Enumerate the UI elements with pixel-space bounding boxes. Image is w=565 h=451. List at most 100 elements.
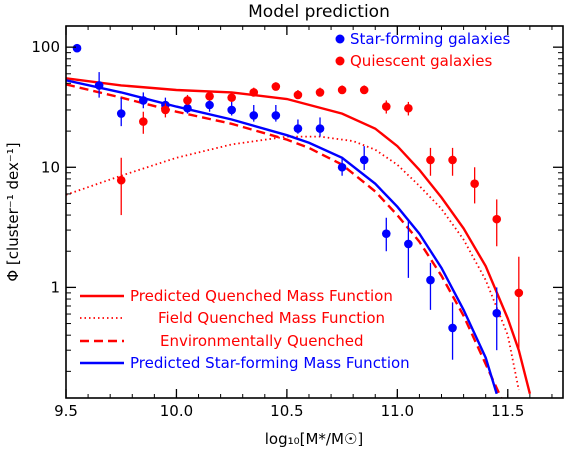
star-forming-galaxies-marker — [359, 155, 369, 165]
star-forming-galaxies-point — [337, 157, 347, 176]
plot-frame — [65, 25, 564, 399]
quiescent-galaxies-marker — [337, 85, 347, 95]
star-forming-galaxies-point — [315, 117, 325, 137]
x-tick-label: 11.5 — [491, 402, 524, 420]
quiescent-galaxies-marker — [183, 96, 192, 105]
quiescent-galaxies-marker — [293, 90, 303, 100]
star-forming-galaxies-point — [293, 119, 303, 134]
quiescent-galaxies-point — [315, 87, 325, 97]
legend-label: Environmentally Quenched — [160, 332, 364, 350]
quiescent-galaxies-point — [293, 89, 303, 100]
star-forming-galaxies-marker — [315, 124, 325, 133]
star-forming-galaxies-marker — [337, 162, 347, 172]
curve-field-quenched-mass-function — [66, 135, 520, 391]
star-forming-galaxies-point — [448, 302, 457, 360]
quiescent-galaxies-point — [359, 85, 369, 95]
quiescent-galaxies-marker — [271, 82, 281, 91]
star-forming-galaxies-point — [94, 72, 104, 98]
x-tick-label: 10.0 — [160, 402, 193, 420]
star-forming-galaxies-point — [404, 220, 413, 278]
star-forming-galaxies-marker — [116, 109, 126, 118]
x-axis-label: log₁₀[M*/M☉] — [265, 430, 363, 448]
star-forming-galaxies-marker — [205, 100, 214, 110]
star-forming-galaxies-marker — [72, 43, 82, 53]
legend-points: Star-forming galaxies Quiescent galaxies — [335, 30, 510, 70]
star-forming-galaxies-marker — [183, 103, 192, 113]
quiescent-galaxies-marker — [116, 175, 126, 185]
star-forming-galaxies-point — [72, 43, 82, 53]
quiescent-galaxies-marker — [381, 102, 391, 111]
quiescent-galaxies-point — [139, 111, 148, 134]
quiescent-galaxies-marker — [514, 288, 524, 298]
quiescent-galaxies-point — [227, 92, 236, 102]
quiescent-galaxies-point — [271, 82, 281, 91]
star-forming-galaxies-marker — [448, 323, 457, 333]
quiescent-galaxies-point — [381, 100, 391, 114]
legend-label: Field Quenched Mass Function — [158, 309, 385, 327]
star-forming-galaxies-marker — [381, 229, 391, 238]
star-forming-galaxies-point — [271, 104, 281, 122]
quiescent-galaxies-marker — [404, 103, 413, 113]
quiescent-galaxies-marker — [470, 179, 479, 188]
quiescent-galaxies-marker — [359, 85, 369, 95]
legend-label: Star-forming galaxies — [350, 30, 510, 48]
legend-marker — [335, 56, 345, 66]
star-forming-galaxies-point — [116, 97, 126, 127]
legend-label: Predicted Quenched Mass Function — [130, 287, 393, 305]
quiescent-galaxies-marker — [492, 214, 502, 224]
quiescent-galaxies-point — [470, 167, 479, 204]
star-forming-galaxies-marker — [249, 111, 259, 120]
quiescent-galaxies-marker — [448, 155, 457, 165]
x-tick-label: 11.0 — [381, 402, 414, 420]
legend-marker — [335, 34, 345, 44]
quiescent-galaxies-point — [514, 256, 524, 351]
quiescent-galaxies-point — [448, 147, 457, 176]
quiescent-galaxies-point — [161, 103, 170, 118]
star-forming-galaxies-point — [359, 146, 369, 170]
quiescent-galaxies-marker — [426, 155, 435, 165]
quiescent-galaxies-marker — [161, 105, 170, 115]
legend-label: Predicted Star-forming Mass Function — [130, 354, 410, 372]
star-forming-galaxies-point — [139, 92, 148, 109]
star-forming-galaxies-marker — [139, 96, 148, 105]
legend-curves: Predicted Quenched Mass Function Field Qu… — [80, 287, 410, 372]
quiescent-galaxies-point — [404, 101, 413, 116]
y-axis-label: Φ [cluster⁻¹ dex⁻¹] — [4, 142, 22, 281]
y-tick-label: 10 — [41, 158, 60, 176]
quiescent-galaxies-marker — [315, 88, 325, 97]
star-forming-galaxies-point — [492, 287, 502, 351]
quiescent-galaxies-point — [426, 147, 435, 176]
star-forming-galaxies-marker — [426, 275, 435, 285]
star-forming-galaxies-point — [227, 101, 236, 116]
data-points — [72, 43, 524, 360]
y-tick-label: 100 — [31, 38, 60, 56]
star-forming-galaxies-point — [381, 217, 391, 252]
star-forming-galaxies-point — [426, 262, 435, 310]
quiescent-galaxies-point — [116, 157, 126, 216]
quiescent-galaxies-point — [249, 87, 259, 97]
x-tick-label: 10.5 — [270, 402, 303, 420]
curve-predicted-quenched-mass-function — [66, 77, 532, 395]
quiescent-galaxies-point — [337, 85, 347, 95]
star-forming-galaxies-marker — [94, 81, 104, 90]
quiescent-galaxies-marker — [139, 117, 148, 126]
quiescent-galaxies-marker — [249, 88, 259, 97]
star-forming-galaxies-point — [249, 104, 259, 122]
quiescent-galaxies-marker — [227, 93, 236, 102]
star-forming-galaxies-marker — [271, 111, 281, 120]
quiescent-galaxies-point — [205, 91, 214, 101]
axes: 9.5 10.0 10.5 11.0 11.5 1 10 100 — [31, 26, 563, 420]
curve-environmentally-quenched — [66, 83, 503, 398]
legend-label: Quiescent galaxies — [350, 52, 493, 70]
star-forming-galaxies-marker — [404, 239, 413, 249]
star-forming-galaxies-marker — [293, 124, 303, 133]
star-forming-galaxies-marker — [492, 308, 502, 318]
quiescent-galaxies-marker — [205, 91, 214, 101]
quiescent-galaxies-point — [183, 94, 192, 105]
x-tick-label: 9.5 — [54, 402, 78, 420]
quiescent-galaxies-point — [492, 199, 502, 247]
chart-title: Model prediction — [248, 2, 390, 22]
y-tick-label: 1 — [50, 278, 60, 296]
star-forming-galaxies-marker — [227, 105, 236, 115]
